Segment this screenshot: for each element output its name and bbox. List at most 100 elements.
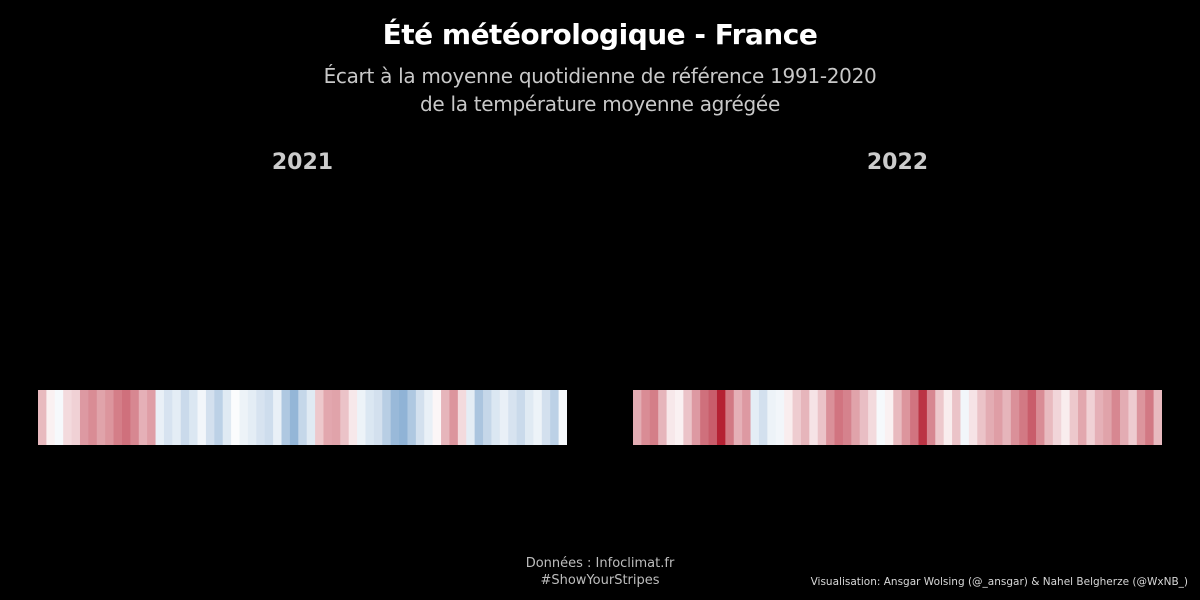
stripe-2022-49 — [1036, 390, 1046, 445]
stripe-2021-10 — [113, 390, 123, 445]
stripe-2022-14 — [742, 390, 752, 445]
stripe-2022-21 — [800, 390, 810, 445]
stripe-2022-36 — [926, 390, 936, 445]
stripe-2022-54 — [1078, 390, 1088, 445]
stripe-2021-22 — [214, 390, 224, 445]
stripe-2021-38 — [348, 390, 358, 445]
stripe-2021-15 — [155, 390, 165, 445]
stripe-2021-14 — [147, 390, 157, 445]
stripe-2021-54 — [483, 390, 493, 445]
stripe-2021-19 — [189, 390, 199, 445]
stripe-2022-8 — [691, 390, 701, 445]
stripe-2022-30 — [876, 390, 886, 445]
stripe-2021-28 — [264, 390, 274, 445]
stripe-2022-12 — [725, 390, 735, 445]
facet-label-2022: 2022 — [866, 150, 929, 175]
visualisation-credit: Visualisation: Ansgar Wolsing (@_ansgar)… — [810, 576, 1188, 588]
stripe-2022-16 — [758, 390, 768, 445]
stripe-2021-46 — [415, 390, 425, 445]
stripe-2022-24 — [826, 390, 836, 445]
stripe-2022-25 — [834, 390, 844, 445]
stripe-2021-16 — [163, 390, 173, 445]
stripe-2022-44 — [994, 390, 1004, 445]
stripe-2022-5 — [666, 390, 676, 445]
stripe-2022-59 — [1120, 390, 1130, 445]
stripe-2021-41 — [373, 390, 383, 445]
stripe-2022-29 — [868, 390, 878, 445]
stripe-2021-29 — [273, 390, 283, 445]
stripe-2022-63 — [1153, 390, 1162, 445]
stripe-2022-1 — [633, 390, 642, 445]
stripe-2021-4 — [63, 390, 73, 445]
stripe-2021-37 — [340, 390, 350, 445]
stripe-2022-61 — [1136, 390, 1146, 445]
stripe-2022-60 — [1128, 390, 1138, 445]
stripe-2022-10 — [708, 390, 718, 445]
stripe-2022-15 — [750, 390, 760, 445]
stripe-2022-20 — [792, 390, 802, 445]
stripe-2021-50 — [449, 390, 459, 445]
stripe-2021-35 — [323, 390, 333, 445]
stripe-2022-27 — [851, 390, 861, 445]
stripe-2022-28 — [859, 390, 869, 445]
stripe-2022-6 — [674, 390, 684, 445]
stripe-2022-39 — [952, 390, 962, 445]
stripe-2021-23 — [222, 390, 232, 445]
stripe-2021-34 — [315, 390, 325, 445]
stripe-2022-35 — [918, 390, 928, 445]
stripe-2021-53 — [474, 390, 484, 445]
stripe-2022-19 — [784, 390, 794, 445]
stripe-2021-25 — [239, 390, 249, 445]
stripe-2021-49 — [441, 390, 451, 445]
stripe-2021-58 — [516, 390, 526, 445]
stripe-2021-36 — [331, 390, 341, 445]
stripe-2022-41 — [968, 390, 978, 445]
stripe-2022-11 — [716, 390, 726, 445]
stripe-2021-24 — [231, 390, 241, 445]
stripe-2021-43 — [390, 390, 400, 445]
stripe-2021-63 — [558, 390, 567, 445]
stripe-2022-53 — [1069, 390, 1079, 445]
stripe-2022-3 — [649, 390, 659, 445]
stripe-2021-6 — [79, 390, 89, 445]
stripe-2021-5 — [71, 390, 81, 445]
stripes-panel-2022 — [633, 390, 1162, 445]
stripe-2022-47 — [1019, 390, 1029, 445]
chart-subtitle-line-2: de la température moyenne agrégée — [420, 92, 780, 116]
stripe-2022-57 — [1103, 390, 1113, 445]
stripe-2022-38 — [943, 390, 953, 445]
chart-title: Été météorologique - France — [382, 18, 818, 51]
stripe-2021-17 — [172, 390, 182, 445]
stripe-2021-2 — [46, 390, 56, 445]
stripe-2021-52 — [466, 390, 476, 445]
stripe-2021-39 — [357, 390, 367, 445]
stripe-2021-32 — [298, 390, 308, 445]
stripe-2021-18 — [180, 390, 190, 445]
chart-subtitle-line-1: Écart à la moyenne quotidienne de référe… — [323, 64, 877, 88]
stripe-2022-33 — [901, 390, 911, 445]
stripe-2021-57 — [508, 390, 518, 445]
stripe-2021-56 — [499, 390, 509, 445]
stripe-2022-23 — [817, 390, 827, 445]
stripe-2021-31 — [289, 390, 299, 445]
stripe-2021-1 — [38, 390, 47, 445]
stripe-2022-37 — [935, 390, 945, 445]
stripe-2021-8 — [96, 390, 106, 445]
stripe-2021-13 — [138, 390, 148, 445]
stripe-2022-32 — [893, 390, 903, 445]
stripe-2021-27 — [256, 390, 266, 445]
stripes-panel-2021 — [38, 390, 567, 445]
stripe-2022-50 — [1044, 390, 1054, 445]
stripe-2021-61 — [541, 390, 551, 445]
hashtag: #ShowYourStripes — [540, 573, 660, 588]
stripe-2022-56 — [1094, 390, 1104, 445]
stripe-2022-45 — [1002, 390, 1012, 445]
stripe-2021-20 — [197, 390, 207, 445]
data-source: Données : Infoclimat.fr — [525, 556, 675, 571]
stripe-2021-33 — [306, 390, 316, 445]
facet-label-2021: 2021 — [271, 150, 334, 175]
stripe-2021-47 — [424, 390, 434, 445]
stripe-2022-26 — [842, 390, 852, 445]
stripe-2021-42 — [382, 390, 392, 445]
stripe-2022-46 — [1010, 390, 1020, 445]
